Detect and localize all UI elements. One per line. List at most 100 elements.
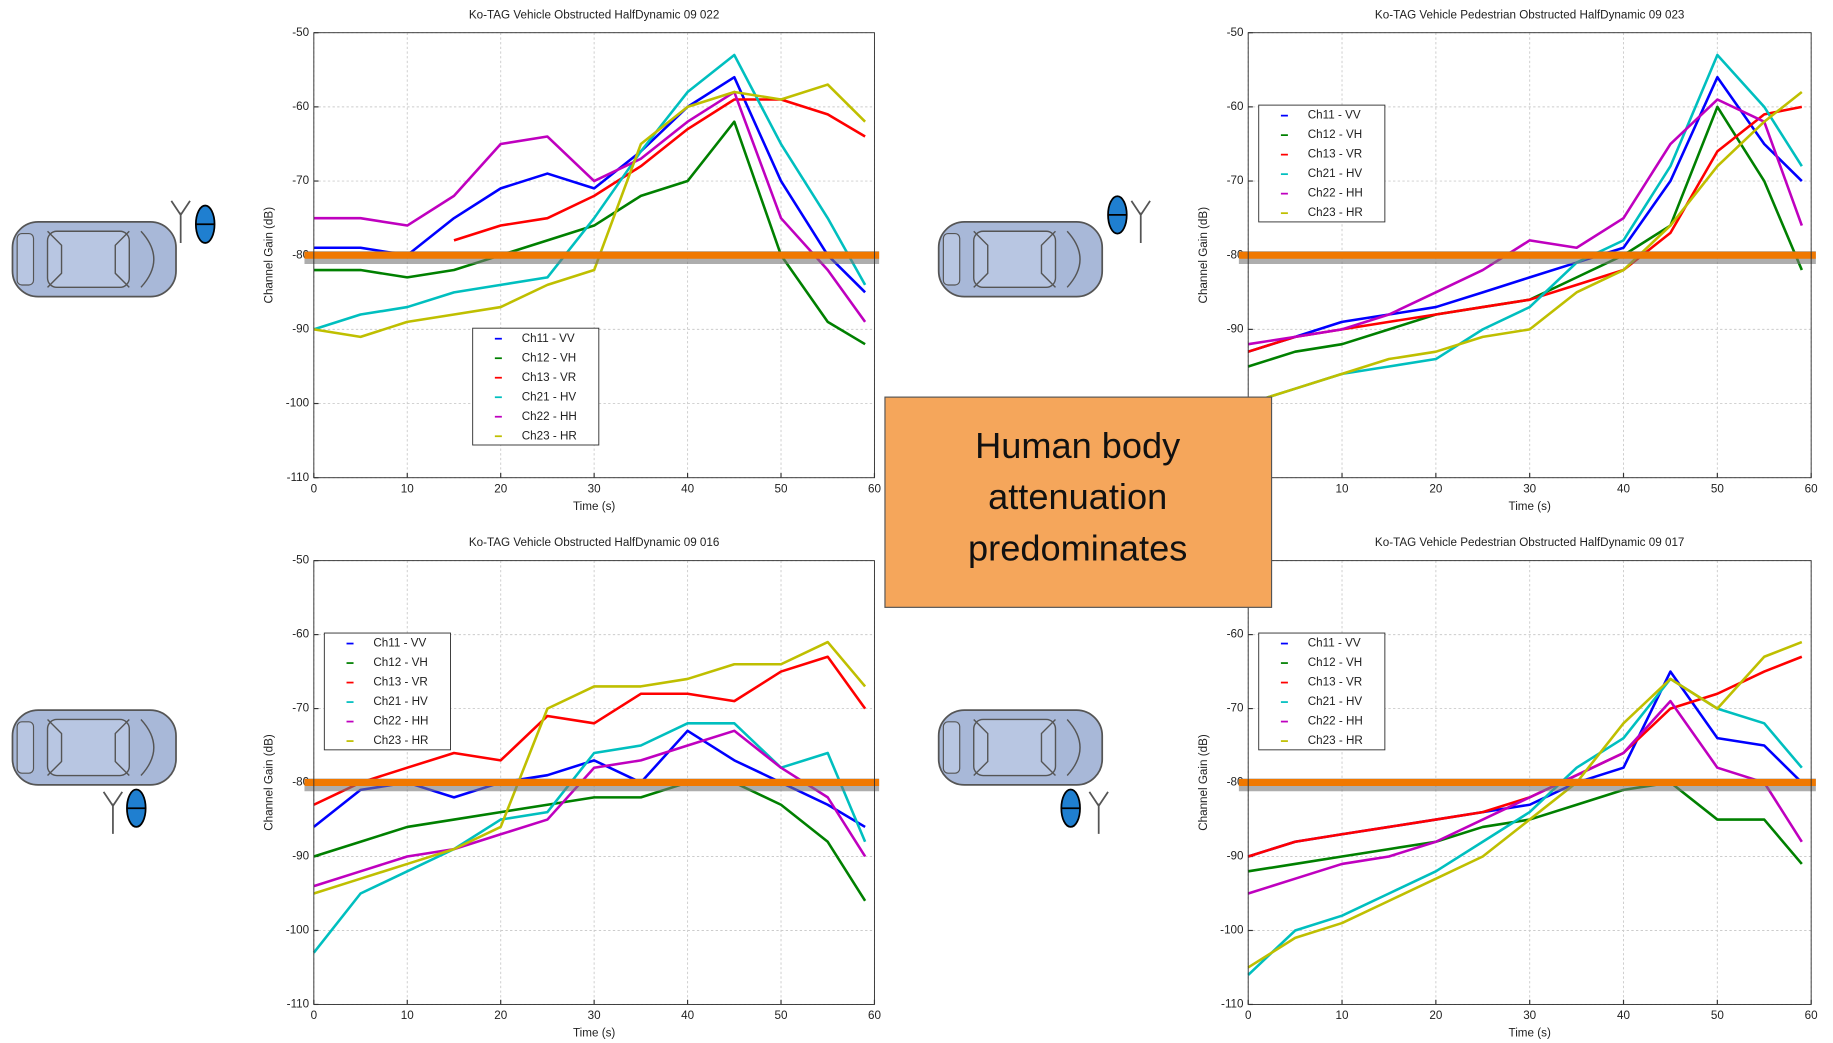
x-tick-label: 20 [494,1009,507,1022]
annotation-line: attenuation [988,476,1167,517]
legend-label: Ch22 - HH [373,715,428,728]
legend-label: Ch12 - VH [522,351,576,364]
y-tick-label: -60 [1227,100,1244,113]
legend-label: Ch22 - HH [522,410,577,423]
x-tick-label: 30 [1523,482,1536,495]
legend-box [1259,105,1385,222]
slide: Ko-TAG Vehicle Obstructed HalfDynamic 09… [0,0,1833,1043]
x-tick-label: 50 [775,1009,788,1022]
y-tick-label: -70 [292,174,309,187]
x-tick-label: 20 [1429,482,1442,495]
x-tick-label: 40 [1617,482,1630,495]
tag-icon [196,206,215,243]
x-tick-label: 50 [1711,482,1724,495]
x-tick-label: 10 [401,482,414,495]
y-axis-label: Channel Gain (dB) [263,207,276,304]
annotation-box: Human body attenuation predominates [885,397,1272,607]
y-tick-label: -70 [1227,174,1244,187]
legend-label: Ch13 - VR [373,676,427,689]
y-tick-label: -90 [1227,850,1244,863]
legend-label: Ch13 - VR [1308,676,1362,689]
antenna-icon [1131,201,1150,243]
legend-label: Ch21 - HV [522,390,577,403]
legend-label: Ch12 - VH [373,656,427,669]
tag-icon [1061,790,1080,827]
y-tick-label: -60 [292,100,309,113]
legend-label: Ch13 - VR [1308,148,1362,161]
legend-label: Ch21 - HV [1308,167,1363,180]
legend-label: Ch13 - VR [522,371,576,384]
x-tick-label: 60 [868,482,881,495]
car-icon [12,710,176,785]
legend-label: Ch11 - VV [522,332,575,345]
x-tick-label: 40 [1617,1009,1630,1022]
y-tick-label: -50 [292,554,309,567]
x-tick-label: 30 [1523,1009,1536,1022]
x-tick-label: 50 [775,482,788,495]
x-tick-label: 10 [1336,482,1349,495]
y-tick-label: -60 [1227,628,1244,641]
y-tick-label: -100 [286,397,310,410]
y-tick-label: -90 [292,322,309,335]
y-tick-label: -50 [292,26,309,39]
y-tick-label: -110 [287,471,310,484]
x-axis-label: Time (s) [1509,1027,1551,1040]
annotation-line: Human body [975,425,1181,466]
y-tick-label: -90 [292,850,309,863]
legend-label: Ch11 - VV [1308,109,1361,122]
legend-box [1259,633,1385,750]
legend-label: Ch22 - HH [1308,187,1363,200]
y-tick-label: -90 [1227,322,1244,335]
legend: Ch11 - VV Ch12 - VH Ch13 - VR Ch21 - HV Ch22… [1259,105,1385,222]
x-tick-label: 0 [311,1009,318,1022]
y-tick-label: -110 [287,998,310,1011]
legend-label: Ch12 - VH [1308,656,1362,669]
x-axis-label: Time (s) [1509,500,1551,513]
y-tick-label: -100 [286,924,310,937]
antenna-icon [1089,792,1108,834]
chart: Ko-TAG Vehicle Obstructed HalfDynamic 09… [263,8,882,513]
x-tick-label: 0 [1245,1009,1252,1022]
legend-label: Ch11 - VV [373,637,426,650]
tag-icon [1108,196,1127,233]
annotation-line: predominates [968,528,1187,569]
chart: Ko-TAG Vehicle Pedestrian Obstructed Hal… [1197,536,1818,1040]
legend-label: Ch11 - VV [1308,637,1361,650]
legend-label: Ch23 - HR [1308,206,1363,219]
x-tick-label: 20 [1429,1009,1442,1022]
x-tick-label: 10 [401,1009,414,1022]
chart-title: Ko-TAG Vehicle Pedestrian Obstructed Hal… [1375,8,1684,21]
y-tick-label: -100 [1220,924,1244,937]
legend: Ch11 - VVCh12 - VHCh13 - VRCh21 - HVCh22… [1259,633,1385,750]
page: Ko-TAG Vehicle Obstructed HalfDynamic 09… [0,0,1833,1043]
x-tick-label: 10 [1336,1009,1349,1022]
car-icon [939,710,1103,785]
car-icon [12,222,176,297]
x-tick-label: 50 [1711,1009,1724,1022]
legend: Ch11 - VV Ch12 - VH Ch13 - VR Ch21 - HV Ch22… [324,633,450,750]
y-tick-label: -70 [1227,702,1244,715]
x-axis-label: Time (s) [573,1027,615,1040]
legend-box [473,328,599,445]
x-tick-label: 60 [1805,1009,1818,1022]
y-axis-label: Channel Gain (dB) [1197,734,1210,831]
y-tick-label: -60 [292,628,309,641]
x-tick-label: 20 [494,482,507,495]
y-axis-label: Channel Gain (dB) [1197,207,1210,304]
chart-title: Ko-TAG Vehicle Obstructed HalfDynamic 09… [469,536,720,549]
legend-label: Ch21 - HV [373,695,428,708]
legend-label: Ch23 - HR [373,734,428,747]
x-axis-label: Time (s) [573,500,615,513]
y-tick-label: -50 [1227,26,1244,39]
x-tick-label: 0 [311,482,318,495]
legend-label: Ch12 - VH [1308,128,1362,141]
antenna-icon [104,792,123,834]
y-tick-label: -110 [1221,998,1244,1011]
chart: Ko-TAG Vehicle Obstructed HalfDynamic 09… [263,536,882,1040]
chart: Ko-TAG Vehicle Pedestrian Obstructed Hal… [1197,8,1818,513]
legend: Ch11 - VV Ch12 - VH Ch13 - VR Ch21 - HV Ch22… [473,328,599,445]
tag-icon [127,790,146,827]
y-tick-label: -70 [292,702,309,715]
car-icon [939,222,1103,297]
y-axis-label: Channel Gain (dB) [263,734,276,831]
